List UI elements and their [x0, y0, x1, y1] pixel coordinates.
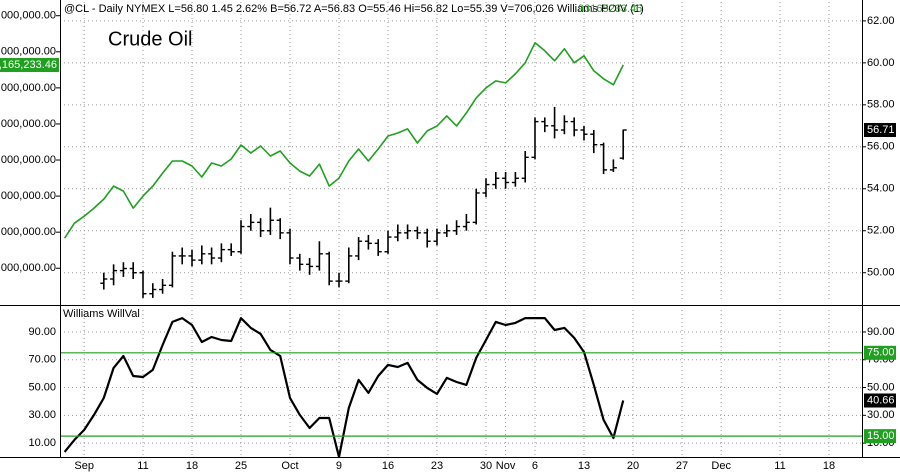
y-tick-label-left: 50.00: [28, 381, 56, 393]
y-tick-label: 58.00: [867, 99, 895, 111]
y-tick-label: 54.00: [867, 183, 895, 195]
x-tick-label: Sep: [74, 460, 94, 472]
y2-tick-label: 70,000,000.00: [0, 226, 56, 238]
x-tick-label: 27: [676, 460, 688, 472]
last-price-label: 56.71: [867, 124, 895, 136]
y-tick-label-left: 90.00: [28, 326, 56, 338]
poiv-line: [63, 42, 624, 239]
level-label-box: [864, 345, 896, 360]
level-label-box: [864, 429, 896, 444]
y2-tick-label: 75,000,000.00: [0, 190, 56, 202]
y-tick-label: 60.00: [867, 57, 895, 69]
x-tick-label: 30: [480, 460, 492, 472]
y-tick-label: 50.00: [867, 381, 895, 393]
y-tick-label: 90.00: [867, 326, 895, 338]
x-tick-label: 11: [137, 460, 148, 472]
y-tick-label: 56.00: [867, 141, 895, 153]
x-tick-label: 9: [336, 460, 342, 472]
x-tick-label: Dec: [711, 460, 731, 472]
x-tick-label: 6: [532, 460, 538, 472]
x-tick-label: 13: [578, 460, 590, 472]
header: @CL - Daily NYMEX L=56.80 1.45 2.62% B=5…: [64, 3, 644, 15]
level-label: 75.00: [867, 347, 895, 359]
y-tick-label: 30.00: [867, 409, 895, 421]
y2-tick-label: 100,000,000.00: [0, 10, 56, 22]
y2-tick-label: 80,000,000.00: [0, 154, 56, 166]
x-tick-label: 23: [431, 460, 443, 472]
labels: @CL - Daily NYMEX L=56.80 1.45 2.62% B=5…: [0, 3, 896, 472]
x-tick-label: 16: [382, 460, 394, 472]
last-value-label-box: [864, 393, 896, 408]
y-tick-label: 52.00: [867, 225, 895, 237]
y-tick-label: 50.00: [867, 267, 895, 279]
last-value-label: 40.66: [867, 394, 895, 406]
y-tick-label-left: 10.00: [28, 437, 56, 449]
indicator-title: Williams WillVal: [63, 308, 140, 320]
indicator-line: [63, 317, 625, 457]
x-tick-label: 18: [186, 460, 198, 472]
indicator-panel: [60, 317, 862, 457]
x-tick-label: 11: [774, 460, 785, 472]
y-tick-label-left: 30.00: [28, 409, 56, 421]
poiv-last-label: 93,165,233.46: [0, 59, 57, 71]
x-tick-label: 18: [823, 460, 835, 472]
x-tick-label: 25: [235, 460, 247, 472]
price-panel: [63, 42, 627, 298]
last-price-label-box: [864, 123, 896, 138]
y2-tick-label: 95,000,000.00: [0, 46, 56, 58]
chart-title: Crude Oil: [108, 28, 192, 50]
x-tick-label: Nov: [496, 460, 516, 472]
x-tick-label: 20: [627, 460, 639, 472]
header-value: 93165233.46: [578, 3, 642, 15]
y2-tick-label: 65,000,000.00: [0, 262, 56, 274]
y2-tick-label: 90,000,000.00: [0, 82, 56, 94]
y-tick-label: 62.00: [867, 15, 895, 27]
x-tick-label: Oct: [281, 460, 298, 472]
poiv-last-label-box: [0, 58, 59, 73]
level-label: 15.00: [867, 430, 895, 442]
y-tick-label-left: 70.00: [28, 354, 56, 366]
y2-tick-label: 85,000,000.00: [0, 118, 56, 130]
